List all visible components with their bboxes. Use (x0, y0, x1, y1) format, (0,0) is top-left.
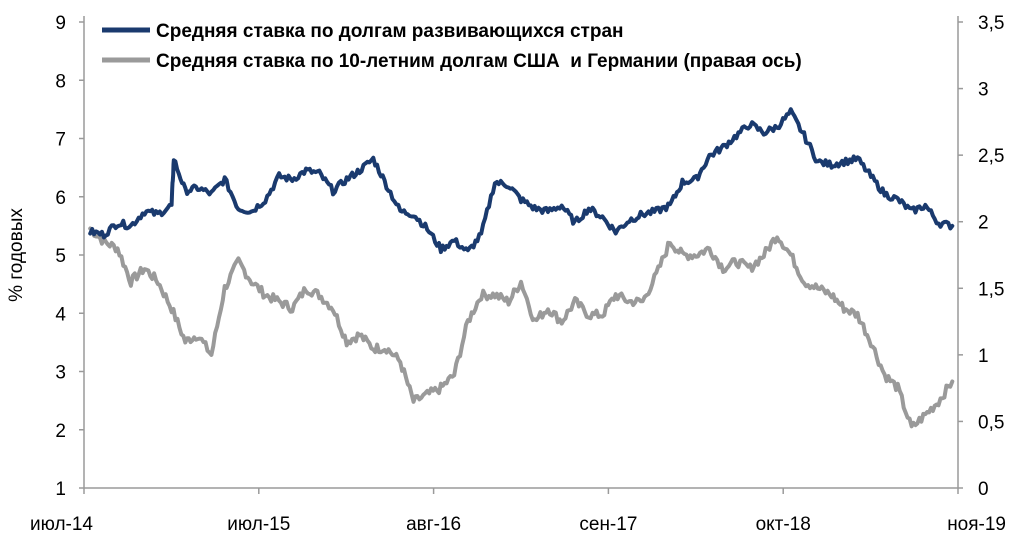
left-tick-label: 4 (55, 304, 66, 325)
left-tick-label: 2 (55, 421, 66, 442)
left-tick-label: 3 (55, 363, 66, 384)
plot-lines (88, 107, 955, 429)
series-line-em-debt (88, 107, 955, 255)
x-tick-label: авг-16 (406, 514, 461, 535)
y-axis-title: % годовых (6, 208, 27, 302)
right-tick-label: 3 (978, 80, 989, 101)
left-tick-label: 9 (55, 13, 66, 34)
x-tick-label: сен-17 (579, 514, 637, 535)
left-tick-label: 5 (55, 246, 66, 267)
right-tick-label: 3,5 (978, 13, 1004, 34)
right-tick-label: 1 (978, 346, 989, 367)
right-tick-label: 2,5 (978, 146, 1004, 167)
left-tick-label: 6 (55, 188, 66, 209)
legend-label: Средняя ставка по 10-летним долгам США и… (156, 51, 802, 72)
series-line-us-germany (88, 226, 955, 429)
x-tick-label: ноя-19 (947, 514, 1006, 535)
axes: 1 2 3 4 5 6 7 8 9 0 0,5 1 1,5 2 2,5 3 3,5 июл-14 июл-15 авг… (6, 13, 1006, 535)
right-tick-label: 0 (978, 479, 989, 500)
left-tick-label: 1 (55, 479, 66, 500)
legend-label: Средняя ставка по долгам развивающихся с… (156, 21, 624, 42)
right-tick-label: 0,5 (978, 412, 1004, 433)
legend: Средняя ставка по долгам развивающихся с… (102, 21, 802, 72)
right-tick-label: 2 (978, 213, 989, 234)
left-tick-label: 8 (55, 71, 66, 92)
left-tick-label: 7 (55, 130, 66, 151)
right-tick-label: 1,5 (978, 279, 1004, 300)
x-tick-label: июл-15 (227, 514, 290, 535)
x-tick-label: окт-18 (756, 514, 811, 535)
x-tick-label: июл-14 (30, 514, 93, 535)
